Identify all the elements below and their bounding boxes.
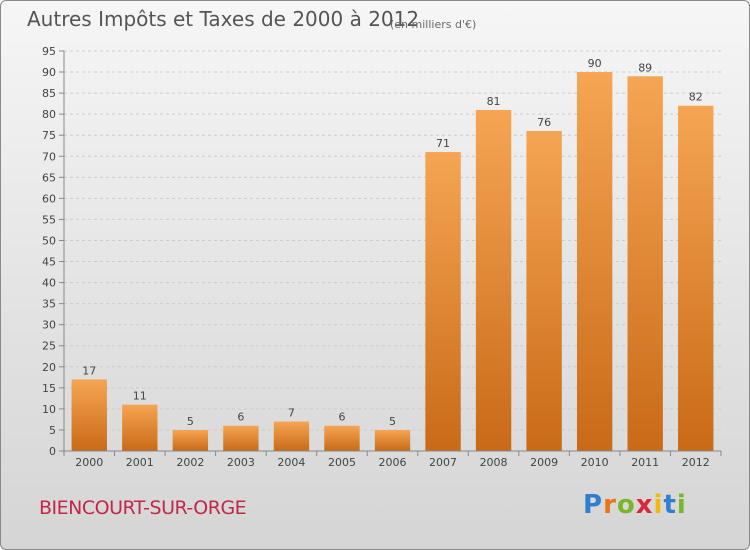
bar [223,425,259,451]
logo-letter: o [616,490,636,520]
bars [71,72,714,452]
y-tick-label: 30 [42,319,56,332]
y-tick-label: 80 [42,108,56,121]
data-label: 6 [237,411,244,424]
x-tick-label: 2008 [480,456,508,469]
y-tick-label: 45 [42,256,56,269]
y-tick-label: 35 [42,298,56,311]
data-label: 76 [537,116,551,129]
proxiti-logo[interactable]: Proxiti [583,490,687,520]
x-tick-label: 2001 [126,456,154,469]
bar [374,429,411,451]
x-tick-label: 2005 [328,456,356,469]
data-label: 7 [288,407,295,420]
bar [71,379,107,451]
y-tick-label: 60 [42,192,56,205]
x-tick-label: 2012 [682,456,710,469]
y-tick-label: 15 [42,382,56,395]
y-tick-label: 40 [42,277,56,290]
data-label: 82 [689,91,703,104]
y-tick-label: 55 [42,213,56,226]
bar [678,105,714,451]
y-tick-label: 95 [42,45,56,58]
y-tick-label: 90 [42,66,56,79]
data-label: 6 [338,411,345,424]
data-label: 90 [588,57,602,70]
y-tick-label: 25 [42,340,56,353]
x-tick-label: 2007 [429,456,457,469]
x-tick-label: 2003 [227,456,255,469]
bar [576,72,613,451]
y-tick-label: 20 [42,361,56,374]
x-tick-label: 2000 [75,456,103,469]
data-label: 17 [82,364,96,377]
data-label: 89 [638,61,652,74]
x-tick-label: 2006 [379,456,407,469]
bar [122,404,158,451]
chart-title: Autres Impôts et Taxes de 2000 à 2012 [27,7,420,31]
y-tick-label: 75 [42,129,56,142]
x-tick-label: 2010 [581,456,609,469]
data-label: 11 [133,390,147,403]
y-tick-label: 65 [42,171,56,184]
y-tick-label: 50 [42,234,56,247]
x-tick-label: 2002 [176,456,204,469]
y-tick-label: 70 [42,150,56,163]
logo-letter: t [663,490,677,520]
bar [475,109,512,452]
chart-subtitle: (en milliers d'€) [390,18,477,31]
data-label: 5 [389,415,396,428]
logo-letter: x [635,490,654,520]
gridlines [64,50,721,452]
data-label: 71 [436,137,450,150]
logo-letter: P [583,490,604,520]
x-tick-label: 2004 [277,456,305,469]
commune-name: BIENCOURT-SUR-ORGE [39,497,247,519]
y-tick-label: 85 [42,87,56,100]
y-tick-label: 0 [49,445,56,458]
logo-letter: i [653,490,664,520]
x-tick-label: 2009 [530,456,558,469]
bar [172,429,209,451]
data-label: 81 [487,95,501,108]
axes [59,50,722,456]
bar [526,131,562,451]
data-label: 5 [187,415,194,428]
y-tick-label: 10 [42,403,56,416]
bar [273,421,310,451]
y-tick-label: 5 [49,424,56,437]
bar [627,76,663,452]
x-tick-label: 2011 [631,456,659,469]
labels: 0510152025303540455055606570758085909520… [42,45,710,469]
logo-letter: r [603,490,617,520]
bar [324,425,360,451]
logo-letter: i [676,490,687,520]
bar [425,152,461,452]
